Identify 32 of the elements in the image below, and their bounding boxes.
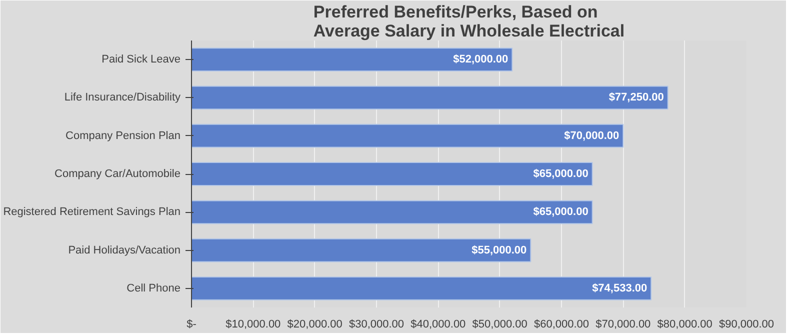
x-tick-label: $10,000.00 [226,318,281,330]
chart-title: Preferred Benefits/Perks, Based on Average Salary in Wholesale Electrical [313,2,625,40]
data-label: $77,250.00 [608,92,664,104]
x-tick-label: $60,000.00 [534,318,590,330]
data-label: $65,000.00 [533,206,588,218]
x-tick-label: $40,000.00 [410,318,466,330]
y-tick-label: Life Insurance/Disability [64,92,181,104]
y-tick-label: Registered Retirement Savings Plan [3,206,180,218]
x-tick-label: $70,000.00 [596,318,651,330]
data-label: $74,533.00 [592,282,648,294]
data-label: $55,000.00 [472,244,527,256]
bar [192,86,668,110]
x-tick-label: $90,000.00 [718,318,774,330]
data-label: $52,000.00 [453,54,508,66]
bar [192,124,624,148]
data-label: $65,000.00 [533,168,588,180]
x-tick-label: $50,000.00 [472,318,528,330]
y-tick-label: Company Pension Plan [66,130,181,142]
bar [192,162,593,186]
y-tick-label: Company Car/Automobile [54,168,181,180]
y-tick-label: Paid Holidays/Vacation [68,244,181,256]
y-tick-label: Cell Phone [126,282,181,294]
bar [192,200,593,224]
y-tick-label: Paid Sick Leave [102,54,181,66]
bar [192,238,532,262]
data-label: $70,000.00 [564,130,620,142]
bar [192,276,652,300]
x-tick-label: $20,000.00 [287,318,342,330]
x-tick-label: $30,000.00 [348,318,404,330]
x-tick-label: $80,000.00 [657,318,712,330]
bar [192,48,513,72]
x-tick-label: $- [186,318,197,330]
